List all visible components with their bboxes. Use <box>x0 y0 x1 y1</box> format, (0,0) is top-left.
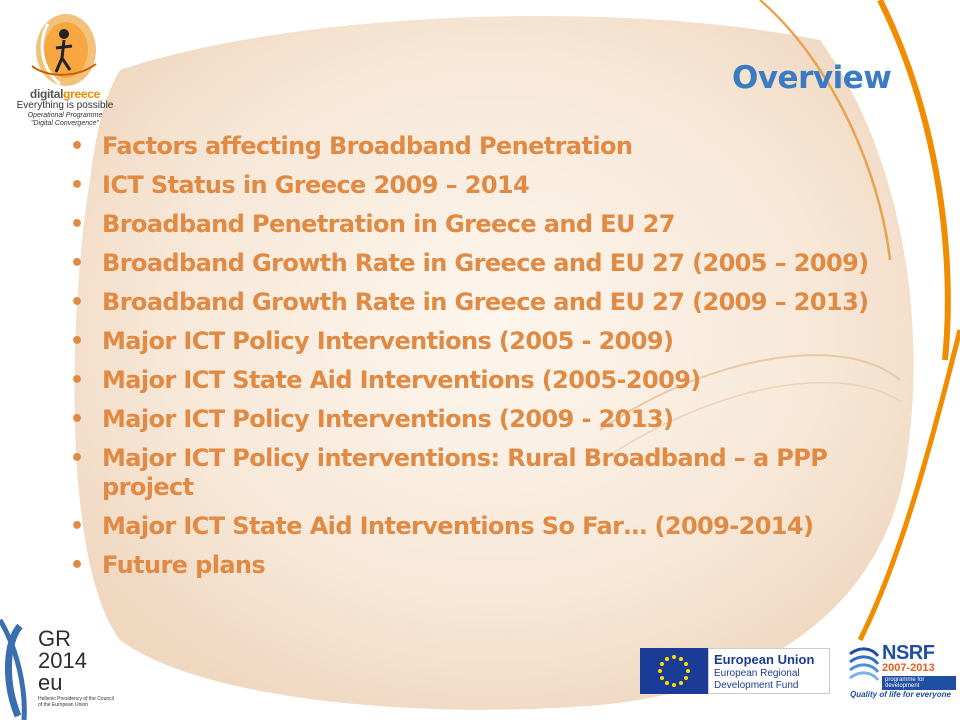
nsrf-tagline: Quality of life for everyone <box>850 690 951 699</box>
bullet-item: • Major ICT State Aid Interventions (2005… <box>70 366 870 395</box>
bullet-item: • Major ICT Policy Interventions (2009 - … <box>70 405 870 434</box>
bullet-item: • ICT Status in Greece 2009 – 2014 <box>70 171 870 200</box>
nsrf-title: NSRF <box>882 642 935 664</box>
bullet-text: Major ICT Policy interventions: Rural Br… <box>102 444 828 501</box>
bullet-item: • Broadband Penetration in Greece and EU … <box>70 210 870 239</box>
digitalgreece-logo-icon <box>31 14 97 86</box>
presidency-line1: GR <box>38 626 71 651</box>
logo-brand-prefix: digital <box>29 87 64 101</box>
bullet-dot-icon: • <box>70 368 84 393</box>
nsrf-logo: NSRF 2007-2013 programme for development… <box>846 640 956 716</box>
logo-brand-suffix: greece <box>63 87 101 101</box>
bullet-item: • Broadband Growth Rate in Greece and EU … <box>70 288 870 317</box>
eu-flag <box>640 648 708 694</box>
logo-text: digitalgreece Everything is possible Ope… <box>6 88 124 127</box>
bullet-text: Major ICT State Aid Interventions So Far… <box>102 512 814 540</box>
presidency-logo: GR 2014 eu Hellenic Presidency of the Co… <box>0 622 120 720</box>
bullet-dot-icon: • <box>70 290 84 315</box>
bullet-text: Broadband Growth Rate in Greece and EU 2… <box>102 249 869 277</box>
bullet-item: • Major ICT Policy Interventions (2005 - … <box>70 327 870 356</box>
bullet-dot-icon: • <box>70 329 84 354</box>
presidency-line3: eu <box>38 670 63 695</box>
bullet-text: Major ICT Policy Interventions (2005 - 2… <box>102 327 674 355</box>
eu-fund-label: European Union European Regional Develop… <box>708 648 830 694</box>
bullet-dot-icon: • <box>70 514 84 539</box>
bullet-text: Broadband Growth Rate in Greece and EU 2… <box>102 288 869 316</box>
bullet-dot-icon: • <box>70 407 84 432</box>
bullet-list: • Factors affecting Broadband Penetration… <box>70 132 870 590</box>
logo-subtitle-line2: "Digital Convergence" <box>30 120 99 127</box>
eu-stars-icon <box>658 655 690 687</box>
slide-title: Overview <box>732 60 892 96</box>
bullet-text: Broadband Penetration in Greece and EU 2… <box>102 210 675 238</box>
bullet-dot-icon: • <box>70 446 84 471</box>
presidency-line2: 2014 <box>38 648 87 673</box>
bullet-dot-icon: • <box>70 553 84 578</box>
digitalgreece-logo <box>4 6 124 126</box>
bullet-item: • Future plans <box>70 551 870 580</box>
bullet-item: • Major ICT State Aid Interventions So Fa… <box>70 512 870 541</box>
bullet-text: Major ICT Policy Interventions (2009 - 2… <box>102 405 674 433</box>
bullet-item: • Broadband Growth Rate in Greece and EU … <box>70 249 870 278</box>
bullet-dot-icon: • <box>70 251 84 276</box>
bullet-text: ICT Status in Greece 2009 – 2014 <box>102 171 530 199</box>
logo-subtitle-line1: Operational Programme <box>27 112 103 119</box>
eu-name: European Union <box>714 652 815 667</box>
eu-fund-line1: European Regional <box>714 668 800 679</box>
bullet-item: • Major ICT Policy interventions: Rural B… <box>70 444 870 502</box>
presidency-logo-icon <box>5 623 23 718</box>
nsrf-years: 2007-2013 <box>882 662 935 674</box>
bullet-dot-icon: • <box>70 134 84 159</box>
presidency-logo-text: GR 2014 eu <box>38 628 87 694</box>
bullet-text: Factors affecting Broadband Penetration <box>102 132 633 160</box>
logo-tagline: Everything is possible <box>16 100 114 111</box>
bullet-text: Future plans <box>102 551 266 579</box>
eu-fund-line2: Development Fund <box>714 680 799 691</box>
nsrf-swirl-icon <box>849 647 880 681</box>
presidency-caption: Hellenic Presidency of the Council of th… <box>38 696 114 708</box>
nsrf-programme: programme for development <box>882 676 956 690</box>
bullet-dot-icon: • <box>70 212 84 237</box>
bullet-dot-icon: • <box>70 173 84 198</box>
logo-brand: digitalgreece <box>6 88 124 100</box>
bullet-text: Major ICT State Aid Interventions (2005-… <box>102 366 701 394</box>
bullet-item: • Factors affecting Broadband Penetration <box>70 132 870 161</box>
